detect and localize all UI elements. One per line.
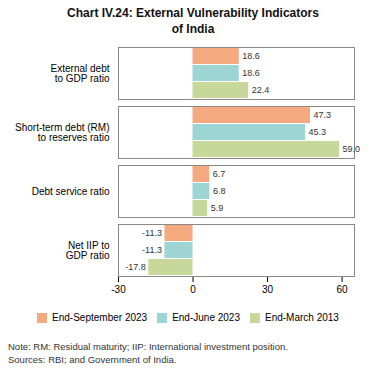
html-text:Sources: RBI; and Government o: Sources: RBI; and Government of India. <box>8 354 177 365</box>
svg-text:External debtto GDP ratio: External debtto GDP ratio <box>51 63 110 84</box>
svg-text:6.8: 6.8 <box>213 187 226 197</box>
svg-text:18.6: 18.6 <box>242 69 260 79</box>
svg-text:-30: -30 <box>111 284 126 295</box>
html-text:Chart IV.24: External Vulnerab: Chart IV.24: External Vulnerability Indi… <box>67 6 319 36</box>
svg-text:30: 30 <box>262 284 274 295</box>
svg-text:Short-term debt (RM)to reserve: Short-term debt (RM)to reserves ratio <box>15 122 110 143</box>
svg-text:45.3: 45.3 <box>309 128 327 138</box>
svg-text:18.6: 18.6 <box>242 52 260 62</box>
svg-text:-11.3: -11.3 <box>142 229 162 239</box>
svg-text:-17.8: -17.8 <box>125 263 146 273</box>
html-text:End-March 2013: End-March 2013 <box>265 312 339 324</box>
svg-text:59.0: 59.0 <box>343 145 361 155</box>
html-text:Note: RM: Residual maturity; I: Note: RM: Residual maturity; IIP: Intern… <box>8 341 288 353</box>
svg-text:Debt service ratio: Debt service ratio <box>32 186 110 197</box>
svg-text:5.9: 5.9 <box>211 204 224 214</box>
svg-text:Net IIP toGDP ratio: Net IIP toGDP ratio <box>66 240 110 261</box>
svg-text:6.7: 6.7 <box>213 170 226 180</box>
svg-text:-11.3: -11.3 <box>142 246 162 256</box>
svg-text:47.3: 47.3 <box>314 111 332 121</box>
html-text:End-September 2023: End-September 2023 <box>52 312 148 324</box>
svg-text:60: 60 <box>337 284 349 295</box>
svg-text:0: 0 <box>190 284 196 295</box>
html-text:End-June 2023: End-June 2023 <box>172 312 240 324</box>
svg-text:22.4: 22.4 <box>252 86 270 96</box>
